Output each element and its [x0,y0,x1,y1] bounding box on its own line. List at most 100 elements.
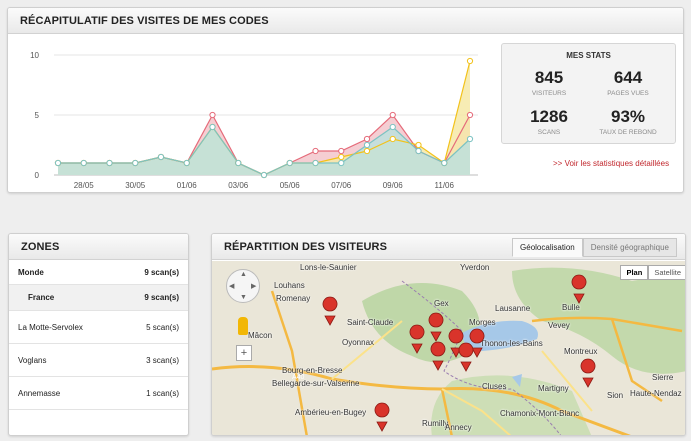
zoom-in-button[interactable]: + [236,345,252,361]
data-point [389,111,396,119]
data-point [183,159,190,167]
zone-count: 3 scan(s) [146,355,179,365]
detailed-stats-link[interactable]: >> Voir les statistiques détaillées [553,159,670,168]
place-label: Lons-le-Saunier [300,263,357,272]
place-label: Sion [607,391,624,400]
bounce-label: TAUX DE REBOND [599,129,657,136]
zone-name: Voglans [18,355,47,365]
data-point [157,153,165,161]
zone-row-world[interactable]: Monde 9 scan(s) [9,260,188,285]
place-label: Haute-Nendaz [630,389,682,398]
data-point [209,111,216,119]
data-point [286,159,293,167]
tab-geo-density[interactable]: Densité géographique [582,238,677,257]
map-type-plan[interactable]: Plan [620,265,649,280]
pan-right-icon[interactable]: ▶ [251,283,257,290]
zone-count: 1 scan(s) [146,388,179,398]
data-point [80,159,87,167]
visitors-value: 845 [534,68,564,87]
zone-row-city[interactable]: Voglans 3 scan(s) [9,344,188,377]
data-point [312,147,319,155]
summary-header: RÉCAPITULATIF DES VISITES DE MES CODES [8,8,683,34]
zone-row-city[interactable]: La Motte-Servolex 5 scan(s) [9,311,188,344]
my-stats-box: MES STATS 845 VISITEURS 644 PAGES VUES 1… [501,43,676,144]
stat-visitors: 845 VISITEURS [509,68,589,97]
map-view-tabs: Géolocalisation Densité géographique [512,238,677,257]
data-point [389,135,396,143]
map-pan-control[interactable]: ▲ ▼ ◀ ▶ [226,269,260,303]
data-point [235,159,242,167]
place-label: Mâcon [248,331,273,340]
place-label: Bellegarde-sur-Valserine [272,379,360,388]
data-point [466,135,474,143]
place-label: Yverdon [460,263,490,272]
visitors-label: VISITEURS [531,90,567,97]
zone-name: La Motte-Servolex [18,322,83,332]
stat-pageviews: 644 PAGES VUES [588,68,668,97]
data-point [106,159,113,167]
x-tick-label: 03/06 [228,181,249,190]
data-point [466,111,474,119]
x-tick-label: 30/05 [125,181,146,190]
place-label: Sierre [652,373,674,382]
zone-count: 5 scan(s) [146,322,179,332]
stats-title: MES STATS [566,51,611,60]
visits-chart: 0 5 10 28/05 30/05 01/06 03/06 05/06 07/06 09/06 1… [30,51,478,190]
pan-up-icon[interactable]: ▲ [240,271,247,278]
data-point [415,147,422,155]
data-point [338,147,345,155]
zone-name: France [28,293,55,302]
data-point [132,159,139,167]
street-view-pegman-icon[interactable] [238,317,248,335]
visits-summary-panel: RÉCAPITULATIF DES VISITES DE MES CODES 0… [7,7,684,193]
place-label: Ambérieu-en-Bugey [295,408,367,417]
zone-row-city[interactable]: Annemasse 1 scan(s) [9,377,188,410]
zone-name: Monde [18,267,44,277]
visitor-map[interactable]: Lons-le-Saunier Louhans Romenay Mâcon Sa… [212,261,685,435]
data-point [363,135,371,143]
visitor-distribution-panel: RÉPARTITION DES VISITEURS Géolocalisatio… [211,233,686,436]
x-tick-label: 28/05 [74,181,95,190]
data-point [338,159,345,167]
place-label: Gex [434,299,449,308]
scans-label: SCANS [537,129,561,136]
tab-geolocation[interactable]: Géolocalisation [512,238,583,257]
scans-value: 1286 [530,107,568,126]
x-tick-label: 11/06 [435,181,455,190]
zones-title: ZONES [21,240,60,253]
data-point [466,57,474,65]
pan-down-icon[interactable]: ▼ [240,294,247,301]
x-tick-label: 07/06 [331,181,352,190]
place-label: Vevey [548,321,570,330]
data-point [363,147,371,155]
place-label: Chamonix-Mont-Blanc [500,409,580,418]
zone-row-france[interactable]: France 9 scan(s) [9,285,188,311]
x-tick-label: 05/06 [280,181,301,190]
place-label: Cluses [482,382,507,391]
place-label: Martigny [538,384,569,393]
x-tick-label: 09/06 [383,181,404,190]
repartition-title: RÉPARTITION DES VISITEURS [224,240,388,253]
place-label: Rumilly [422,419,449,428]
data-point [209,123,216,131]
place-label: Lausanne [495,304,531,313]
zone-count: 9 scan(s) [144,293,179,302]
y-tick-label: 5 [35,111,40,120]
pageviews-value: 644 [613,68,643,87]
zones-header: ZONES [9,234,188,260]
data-point [338,153,345,161]
place-label: Bourg-en-Bresse [282,366,343,375]
data-point [260,171,268,179]
map-type-satellite[interactable]: Satellite [648,265,685,280]
zone-name: Annemasse [18,388,61,398]
place-label: Morges [469,318,496,327]
data-point [312,159,319,167]
y-tick-label: 0 [35,171,40,180]
pan-left-icon[interactable]: ◀ [229,283,235,290]
place-label: Bulle [562,303,580,312]
data-point [441,159,448,167]
summary-title: RÉCAPITULATIF DES VISITES DE MES CODES [20,14,269,27]
place-label: Annecy [445,423,472,432]
data-point [363,141,371,149]
y-tick-label: 10 [30,51,39,60]
